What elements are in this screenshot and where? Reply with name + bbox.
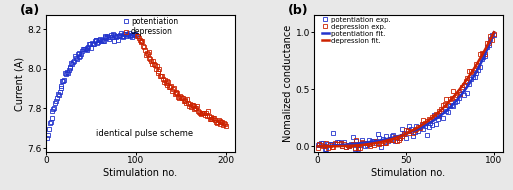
- depression fit.: [442, 105, 448, 107]
- depression: [223, 125, 229, 127]
- Y-axis label: Current (A): Current (A): [15, 57, 25, 111]
- Text: identical pulse scheme: identical pulse scheme: [96, 129, 193, 138]
- Line: depression: depression: [135, 34, 228, 128]
- potentiation exp.: [440, 117, 446, 120]
- X-axis label: Stimulation no.: Stimulation no.: [104, 168, 177, 178]
- potentiation exp.: [360, 142, 366, 144]
- depression: [151, 62, 157, 65]
- potentiation: [90, 43, 96, 45]
- potentiation fit.: [372, 140, 378, 142]
- potentiation fit.: [442, 111, 448, 113]
- potentiation: [117, 32, 124, 34]
- Y-axis label: Nomalized conductance: Nomalized conductance: [283, 25, 293, 142]
- Legend: potentiation, depression: potentiation, depression: [122, 16, 179, 37]
- potentiation: [127, 35, 133, 37]
- depression exp.: [422, 122, 428, 124]
- potentiation exp.: [422, 125, 428, 127]
- Line: potentiation: potentiation: [45, 31, 138, 140]
- depression exp.: [448, 97, 455, 100]
- potentiation: [97, 37, 103, 40]
- potentiation: [129, 36, 135, 38]
- potentiation fit.: [384, 138, 390, 140]
- potentiation: [61, 79, 67, 82]
- depression fit.: [314, 145, 321, 147]
- Text: (a): (a): [20, 4, 40, 17]
- Line: depression fit.: depression fit.: [318, 32, 494, 146]
- potentiation exp.: [322, 147, 328, 150]
- depression exp.: [357, 147, 363, 149]
- depression fit.: [372, 142, 378, 144]
- depression fit.: [425, 119, 431, 122]
- potentiation fit.: [425, 123, 431, 125]
- depression fit.: [336, 145, 342, 147]
- potentiation fit.: [443, 110, 449, 112]
- depression: [187, 102, 193, 105]
- potentiation fit.: [491, 31, 497, 33]
- potentiation exp.: [329, 143, 335, 145]
- depression fit.: [443, 104, 449, 106]
- depression: [218, 121, 224, 123]
- potentiation exp.: [314, 144, 321, 146]
- depression exp.: [314, 146, 321, 149]
- potentiation exp.: [491, 34, 497, 36]
- depression: [134, 34, 140, 37]
- X-axis label: Stimulation no.: Stimulation no.: [371, 168, 445, 178]
- depression: [180, 97, 186, 100]
- depression fit.: [491, 31, 497, 33]
- Line: depression exp.: depression exp.: [315, 32, 496, 150]
- depression: [215, 119, 222, 121]
- potentiation fit.: [336, 144, 342, 146]
- depression exp.: [398, 137, 404, 139]
- Legend: potentiation exp., depression exp., potentiation fit., depression fit.: potentiation exp., depression exp., pote…: [321, 16, 391, 44]
- depression exp.: [491, 33, 497, 35]
- depression fit.: [384, 139, 390, 142]
- depression exp.: [360, 142, 366, 144]
- Line: potentiation exp.: potentiation exp.: [315, 33, 496, 150]
- depression: [154, 72, 161, 74]
- potentiation exp.: [448, 104, 455, 106]
- Line: potentiation fit.: potentiation fit.: [318, 32, 494, 146]
- potentiation: [65, 72, 71, 74]
- potentiation fit.: [314, 145, 321, 147]
- depression exp.: [440, 103, 446, 106]
- Text: (b): (b): [288, 4, 308, 17]
- depression exp.: [327, 144, 333, 146]
- potentiation: [133, 33, 139, 36]
- potentiation exp.: [398, 136, 404, 139]
- potentiation: [44, 137, 50, 139]
